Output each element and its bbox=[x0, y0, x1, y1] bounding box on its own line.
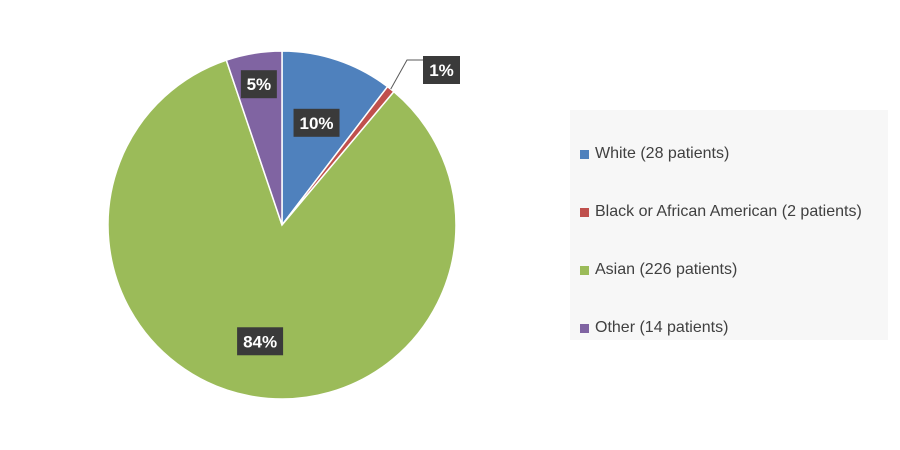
data-label-text-white: 10% bbox=[300, 114, 334, 133]
data-label-text-asian: 84% bbox=[243, 332, 277, 351]
legend-swatch-asian bbox=[580, 265, 589, 275]
data-label-box-asian bbox=[237, 327, 284, 356]
data-label-box-black-or-african-american bbox=[423, 56, 460, 84]
data-label-box-other bbox=[240, 70, 277, 99]
legend-item-other: Other (14 patients) bbox=[570, 299, 888, 357]
data-label-text-black-or-african-american: 1% bbox=[429, 61, 454, 80]
data-label-box-white bbox=[293, 108, 340, 137]
legend-label-black-or-african-american: Black or African American (2 patients) bbox=[595, 203, 862, 220]
legend-item-asian: Asian (226 patients) bbox=[570, 241, 888, 299]
data-label-other: 5% bbox=[240, 70, 277, 99]
data-label-black-or-african-american: 1% bbox=[423, 56, 460, 84]
legend-label-other: Other (14 patients) bbox=[595, 319, 729, 336]
legend-label-white: White (28 patients) bbox=[595, 145, 730, 162]
data-label-text-other: 5% bbox=[247, 75, 272, 94]
legend-swatch-other bbox=[580, 323, 589, 333]
chart-legend: White (28 patients) Black or African Ame… bbox=[570, 110, 888, 340]
legend-swatch-black-or-african-american bbox=[580, 207, 589, 217]
pie-slice-asian bbox=[107, 59, 457, 400]
data-label-white: 10% bbox=[293, 108, 340, 137]
pie-slice-white bbox=[281, 50, 389, 228]
leader-line-black-or-african-american bbox=[390, 59, 423, 90]
data-label-asian: 84% bbox=[237, 327, 284, 356]
legend-swatch-white bbox=[580, 149, 589, 159]
legend-label-asian: Asian (226 patients) bbox=[595, 261, 738, 278]
legend-item-white: White (28 patients) bbox=[570, 125, 888, 183]
legend-item-black-or-african-american: Black or African American (2 patients) bbox=[570, 183, 888, 241]
